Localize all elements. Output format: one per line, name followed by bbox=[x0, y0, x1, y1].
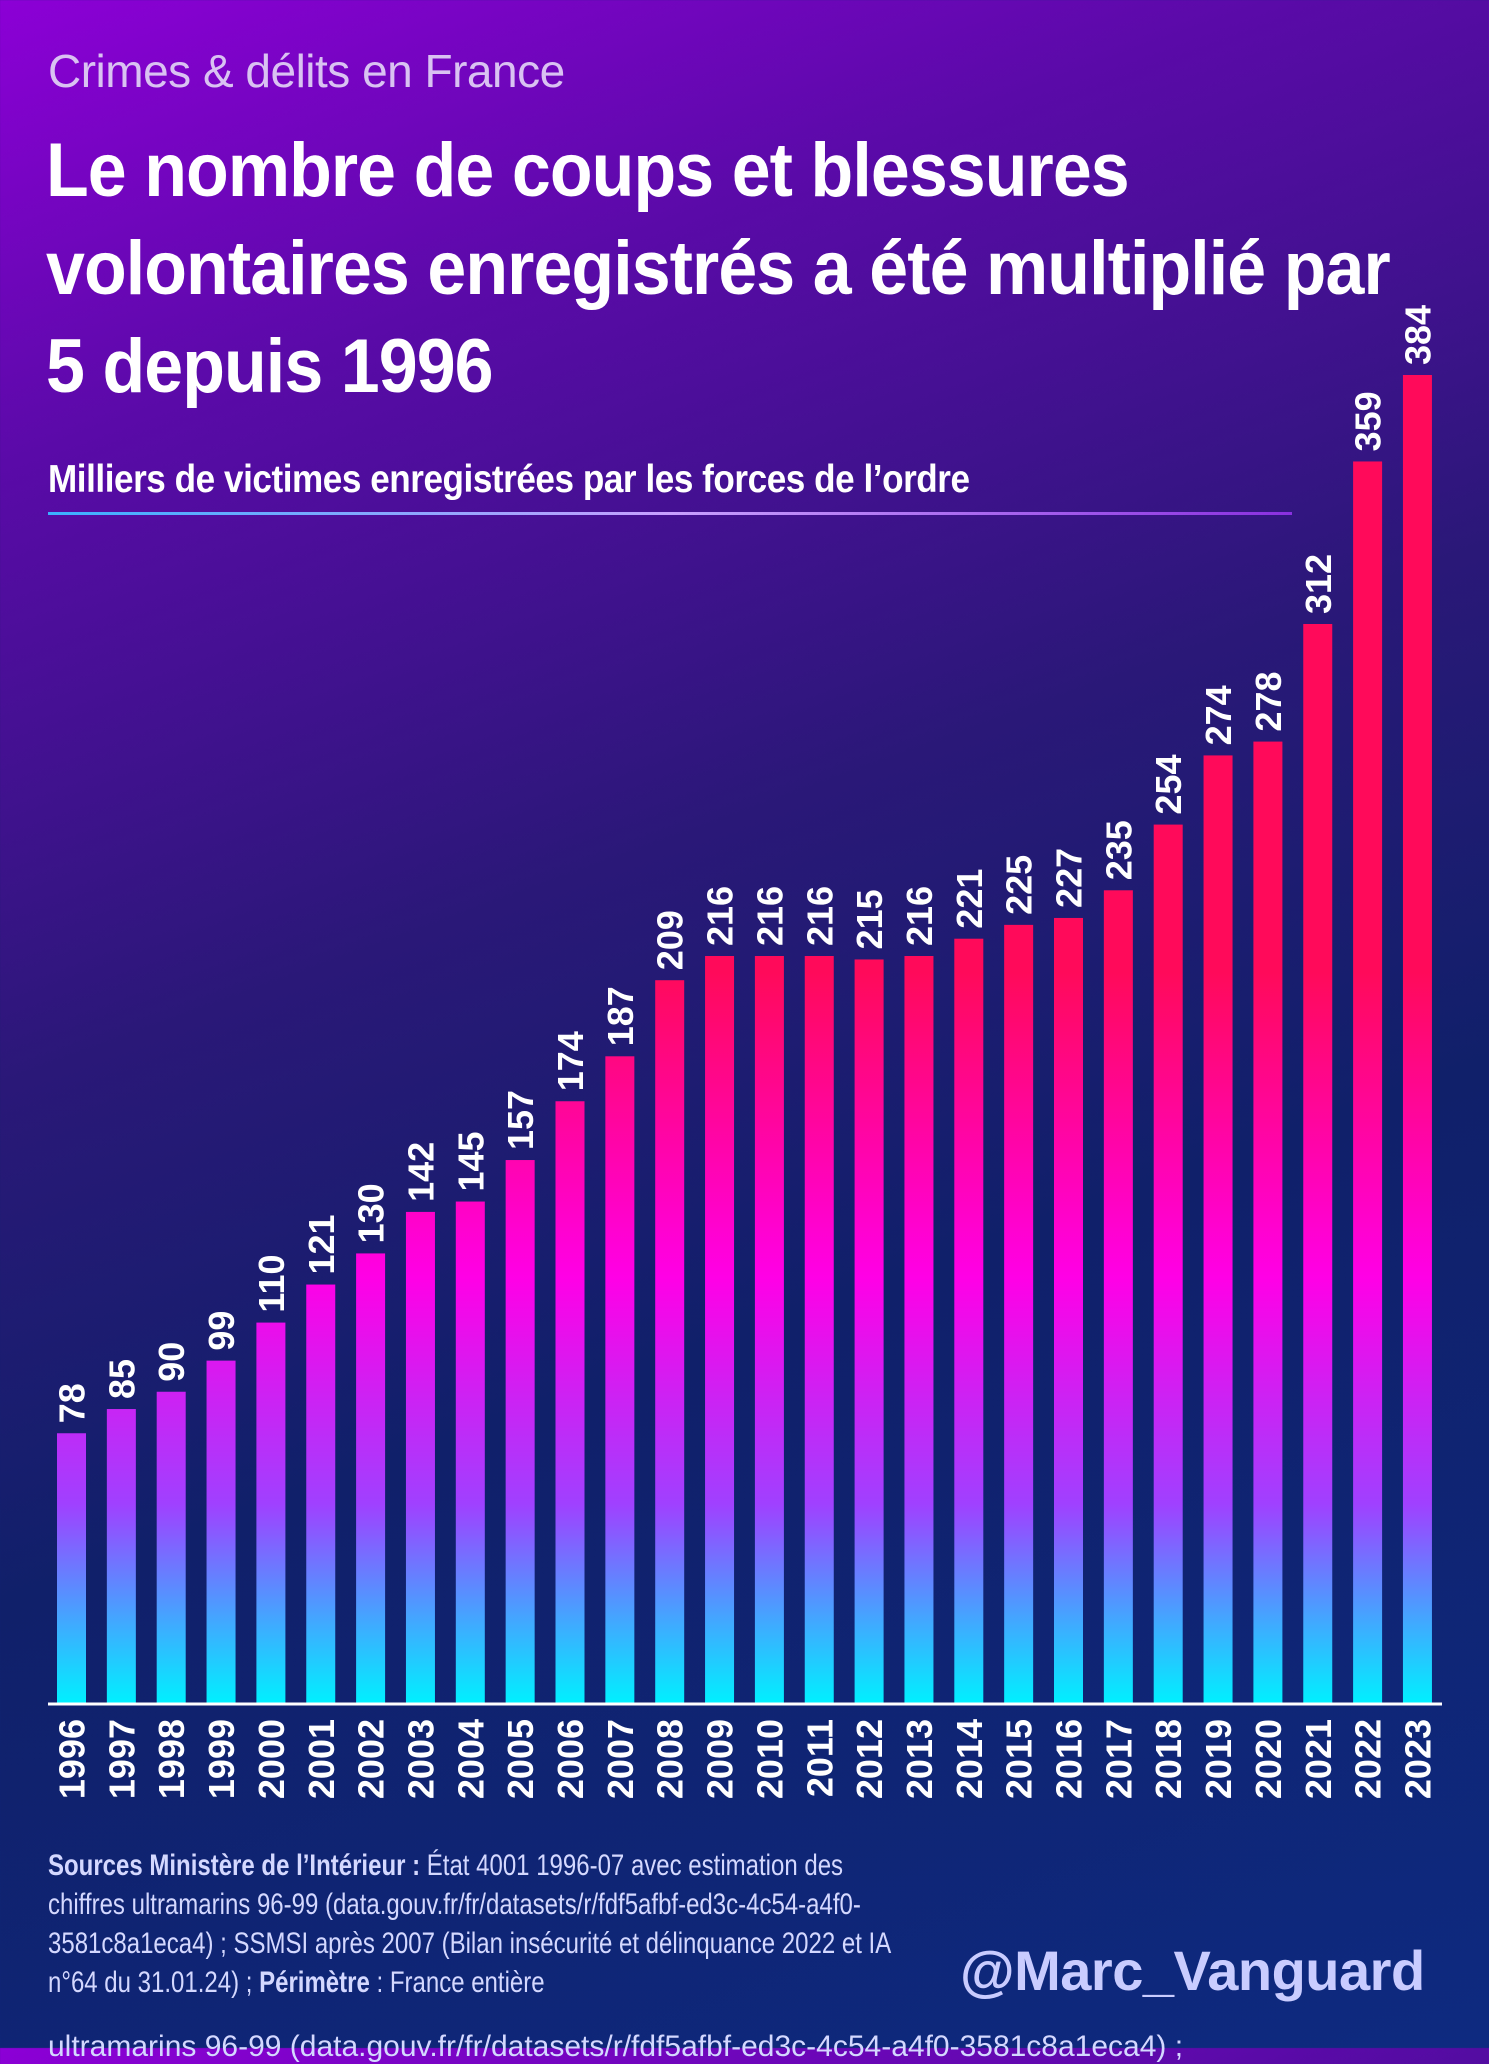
data-label: 216 bbox=[799, 886, 840, 946]
bar-2011 bbox=[804, 956, 834, 1703]
data-label: 174 bbox=[550, 1031, 591, 1091]
bar-2016 bbox=[1054, 917, 1083, 1703]
data-label: 384 bbox=[1397, 305, 1438, 365]
data-label: 216 bbox=[749, 886, 790, 946]
x-tick-label: 2008 bbox=[650, 1719, 691, 1799]
x-tick-label: 2010 bbox=[749, 1719, 790, 1799]
x-tick-label: 2019 bbox=[1198, 1719, 1239, 1799]
bar-2019 bbox=[1203, 755, 1233, 1703]
perimeter-label: Périmètre bbox=[259, 1966, 370, 1999]
x-tick-label: 2015 bbox=[999, 1719, 1040, 1799]
x-tick-label: 2000 bbox=[251, 1719, 292, 1799]
data-label: 145 bbox=[450, 1131, 491, 1191]
bar-1997 bbox=[106, 1409, 136, 1703]
bar-2002 bbox=[356, 1253, 386, 1703]
data-label: 278 bbox=[1248, 672, 1289, 732]
author-handle: @Marc_Vanguard bbox=[960, 1939, 1425, 2002]
chart-title: Le nombre de coups et blessures volontai… bbox=[46, 128, 1391, 409]
bar-2010 bbox=[754, 956, 784, 1703]
data-label: 187 bbox=[600, 986, 641, 1046]
x-tick-label: 2012 bbox=[849, 1719, 890, 1799]
x-tick-label: 2002 bbox=[351, 1719, 392, 1799]
bar-2005 bbox=[505, 1160, 535, 1703]
x-tick-label: 1997 bbox=[101, 1719, 142, 1799]
data-label: 274 bbox=[1198, 685, 1239, 745]
x-tick-label: 2005 bbox=[500, 1719, 541, 1799]
bar-2008 bbox=[655, 980, 685, 1703]
data-label: 215 bbox=[849, 889, 890, 949]
data-label: 121 bbox=[301, 1214, 342, 1274]
bar-2023 bbox=[1402, 375, 1432, 1703]
bar-2022 bbox=[1353, 461, 1383, 1703]
data-label: 130 bbox=[351, 1183, 392, 1243]
data-label: 216 bbox=[700, 886, 741, 946]
kicker: Crimes & délits en France bbox=[48, 45, 565, 97]
x-tick-label: 2004 bbox=[450, 1719, 491, 1799]
bar-2009 bbox=[705, 956, 735, 1703]
source-label: Sources Ministère de l’Intérieur : bbox=[48, 1849, 421, 1882]
data-label: 216 bbox=[899, 886, 940, 946]
data-label: 312 bbox=[1298, 554, 1339, 614]
data-label: 209 bbox=[650, 910, 691, 970]
bar-1996 bbox=[57, 1433, 86, 1703]
x-tick-label: 2013 bbox=[899, 1719, 940, 1799]
x-tick-label: 2007 bbox=[600, 1719, 641, 1799]
bar-2004 bbox=[455, 1201, 485, 1703]
x-tick-label: 2006 bbox=[550, 1719, 591, 1799]
x-tick-label: 1996 bbox=[52, 1719, 93, 1799]
bar-chart: 78 1996 85 1997 90 1998 99 1999 110 2000 121 2001 13… bbox=[52, 305, 1438, 1799]
bar-2017 bbox=[1103, 890, 1133, 1703]
bar-2020 bbox=[1253, 741, 1283, 1703]
data-label: 78 bbox=[52, 1383, 93, 1423]
data-label: 225 bbox=[999, 855, 1040, 915]
bar-1999 bbox=[206, 1360, 236, 1703]
x-tick-label: 2023 bbox=[1397, 1719, 1438, 1799]
bar-2021 bbox=[1303, 624, 1333, 1703]
x-tick-label: 2001 bbox=[301, 1719, 342, 1799]
bar-1998 bbox=[156, 1391, 186, 1703]
x-tick-label: 1998 bbox=[151, 1719, 192, 1799]
perimeter-text: : France entière bbox=[369, 1966, 545, 1999]
bar-2003 bbox=[405, 1211, 435, 1703]
bar-2013 bbox=[904, 956, 934, 1703]
data-label: 235 bbox=[1098, 820, 1139, 880]
data-label: 157 bbox=[500, 1090, 541, 1150]
data-label: 254 bbox=[1148, 755, 1189, 815]
bar-2006 bbox=[555, 1101, 585, 1703]
x-tick-label: 2018 bbox=[1148, 1719, 1189, 1799]
x-tick-label: 2022 bbox=[1348, 1719, 1389, 1799]
x-tick-label: 2016 bbox=[1049, 1719, 1090, 1799]
data-label: 99 bbox=[201, 1311, 242, 1351]
source-text: État 4001 1996-07 avec estimation des ch… bbox=[48, 1849, 890, 1999]
data-label: 221 bbox=[949, 869, 990, 929]
bar-2000 bbox=[256, 1322, 286, 1703]
bar-2001 bbox=[306, 1284, 336, 1703]
x-tick-label: 2011 bbox=[799, 1719, 840, 1797]
x-tick-label: 2009 bbox=[700, 1719, 741, 1799]
data-label: 142 bbox=[400, 1142, 441, 1202]
x-tick-label: 2014 bbox=[949, 1719, 990, 1799]
data-label: 359 bbox=[1348, 391, 1389, 451]
bar-2018 bbox=[1153, 824, 1183, 1703]
x-tick-label: 2021 bbox=[1298, 1719, 1339, 1799]
bar-2007 bbox=[605, 1056, 635, 1703]
cutoff-source-line: ultramarins 96-99 (data.gouv.fr/fr/datas… bbox=[48, 2030, 1184, 2063]
bar-2012 bbox=[854, 959, 884, 1703]
subtitle-underline bbox=[48, 512, 1292, 515]
data-label: 110 bbox=[251, 1255, 292, 1313]
data-label: 90 bbox=[151, 1342, 192, 1382]
x-tick-label: 1999 bbox=[201, 1719, 242, 1799]
x-tick-label: 2020 bbox=[1248, 1719, 1289, 1799]
x-tick-label: 2003 bbox=[400, 1719, 441, 1799]
source-note: Sources Ministère de l’Intérieur : État … bbox=[48, 1846, 912, 2002]
x-tick-label: 2017 bbox=[1098, 1719, 1139, 1799]
data-label: 227 bbox=[1049, 848, 1090, 908]
chart-subtitle: Milliers de victimes enregistrées par le… bbox=[48, 458, 970, 501]
bar-2014 bbox=[954, 938, 984, 1703]
bar-2015 bbox=[1004, 924, 1034, 1703]
data-label: 85 bbox=[101, 1359, 142, 1399]
